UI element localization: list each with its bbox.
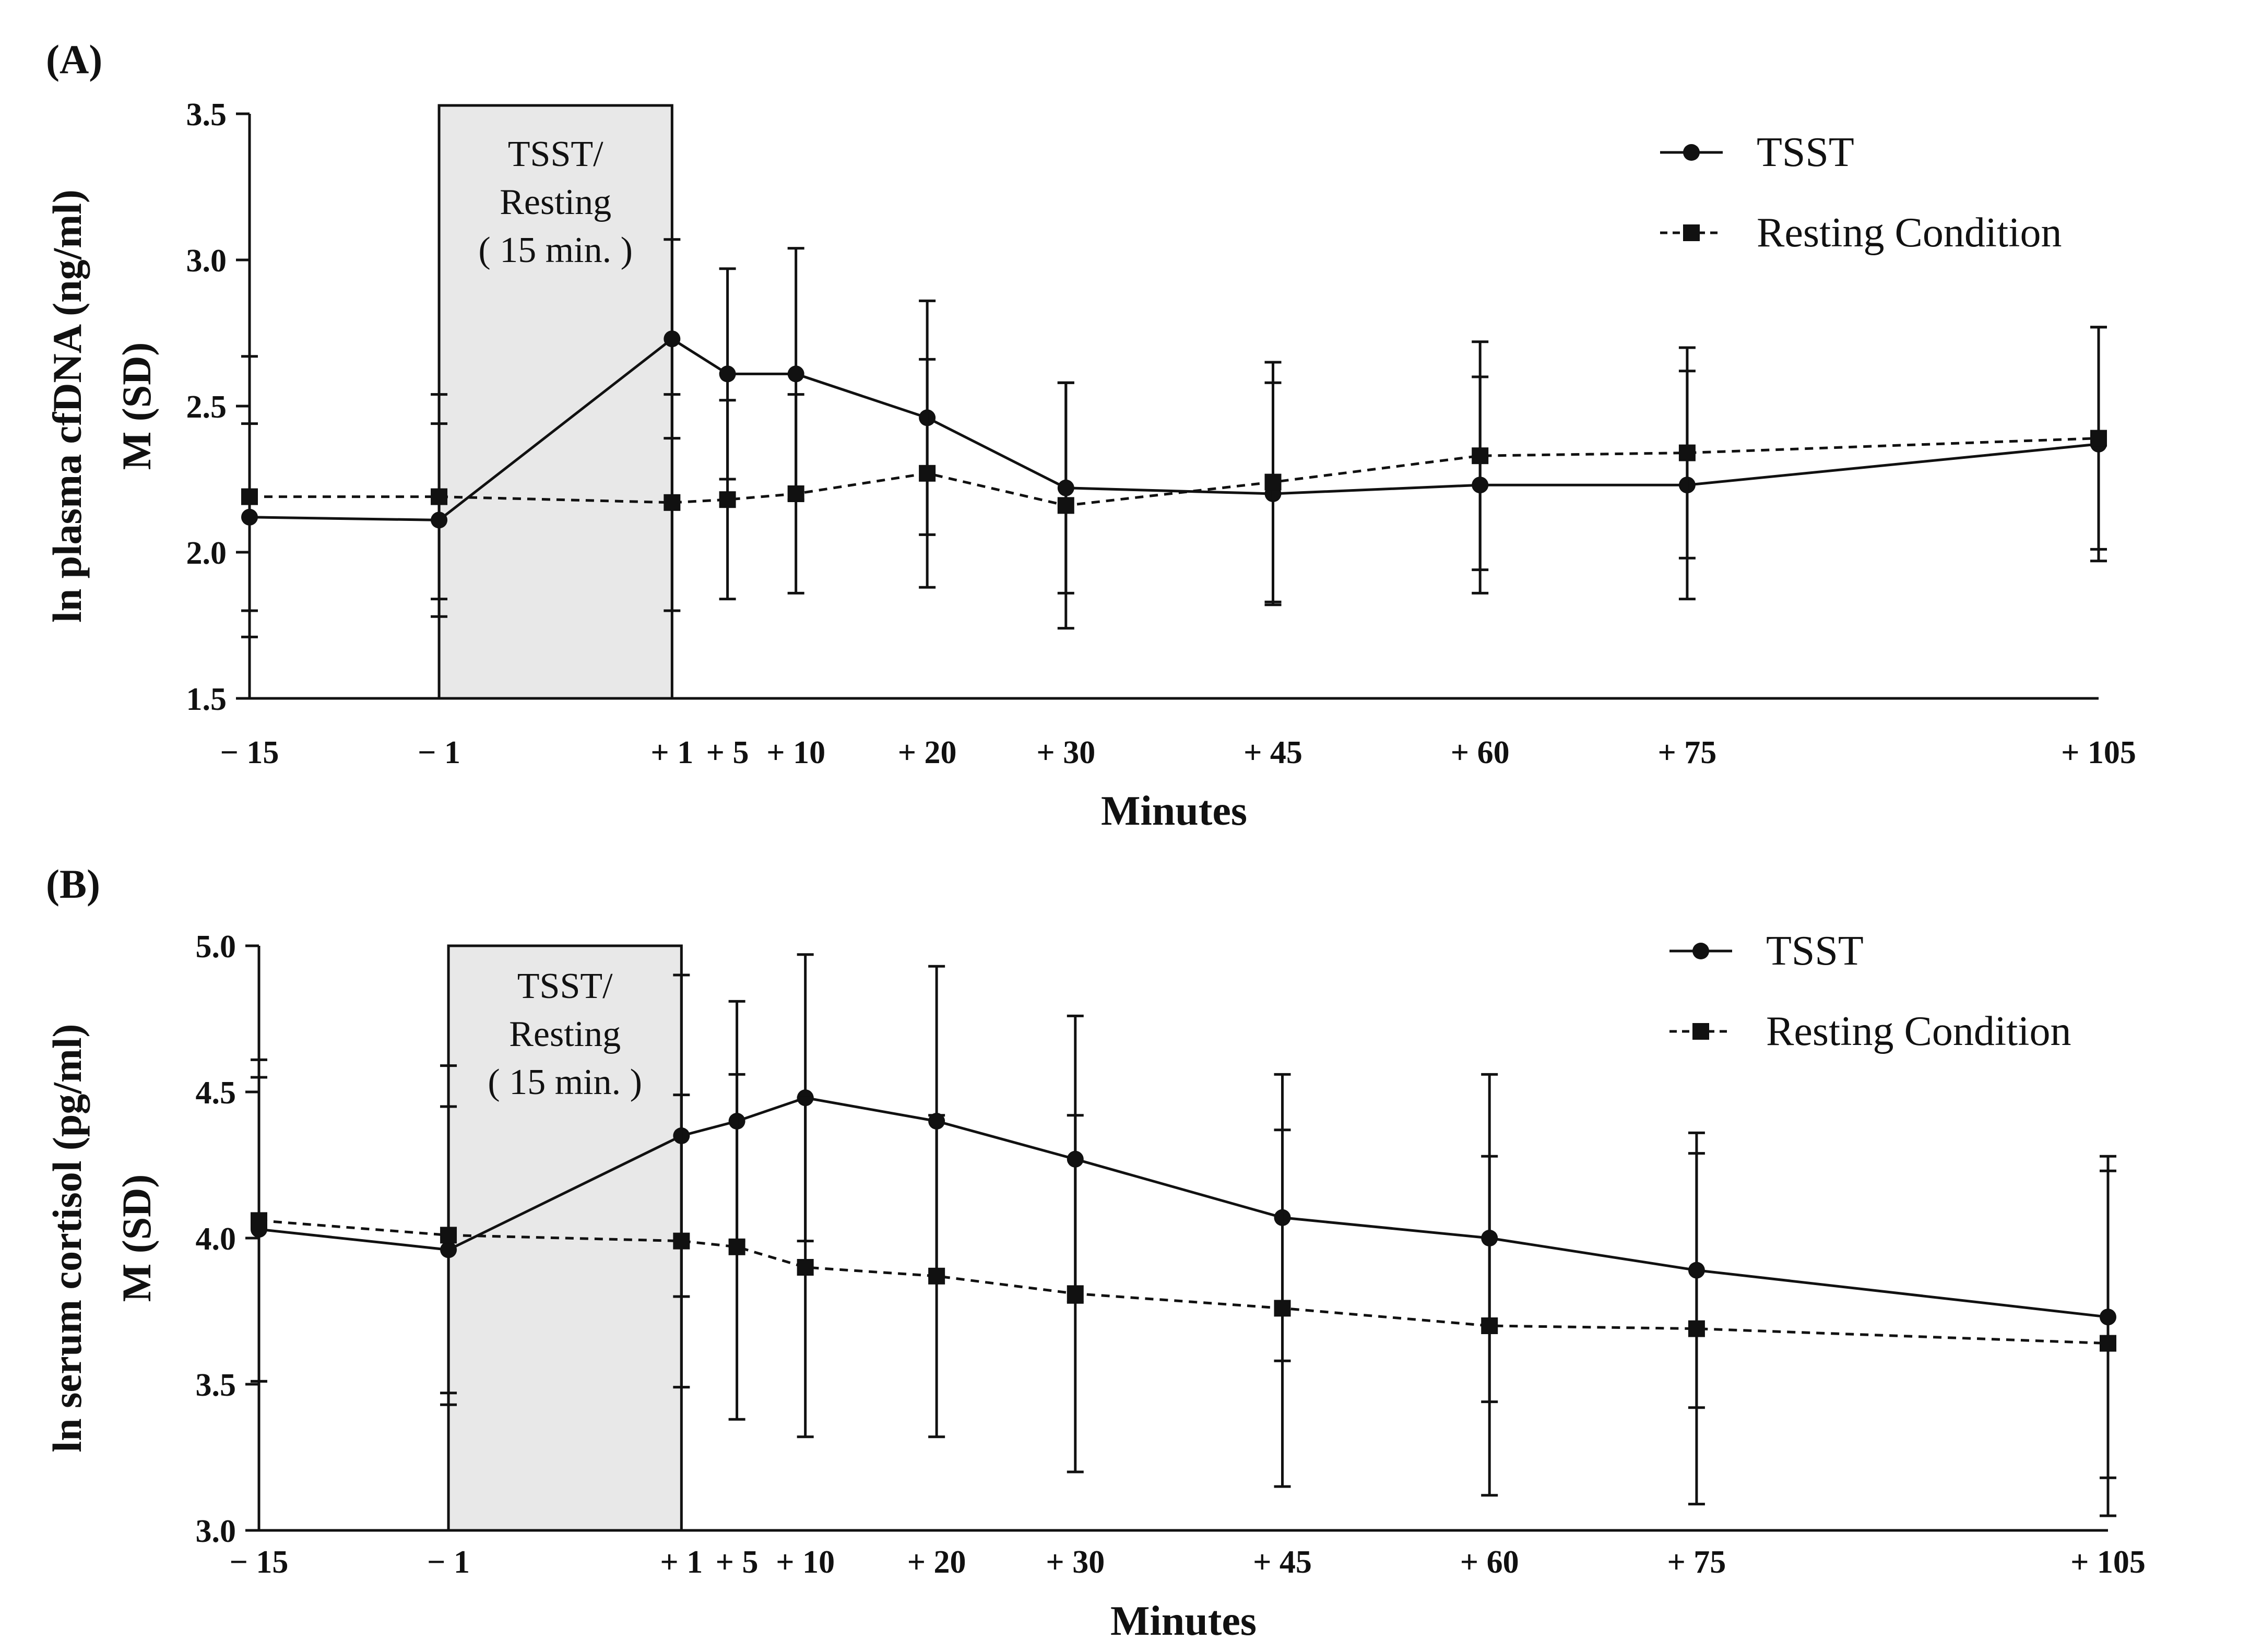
data-point-circle	[787, 365, 804, 383]
x-tick-label: + 30	[1036, 735, 1095, 770]
data-point-square	[251, 1212, 267, 1229]
legend: TSST Resting Condition	[1660, 129, 2062, 256]
data-point-square	[1274, 1300, 1291, 1317]
x-tick-label: + 20	[898, 735, 957, 770]
data-point-square	[919, 465, 936, 482]
legend-label: Resting Condition	[1766, 1008, 2071, 1054]
data-point-square	[664, 494, 681, 511]
data-point-square	[440, 1227, 457, 1244]
data-point-square	[1057, 497, 1074, 514]
x-tick-label: + 60	[1451, 735, 1510, 770]
panel-label: (A)	[46, 37, 102, 82]
data-point-square	[787, 485, 804, 502]
y-tick-label: 3.0	[186, 243, 227, 279]
series-resting	[251, 1058, 2116, 1517]
y-axis-label: ln plasma cfDNA (ng/ml)	[44, 189, 90, 623]
data-point-circle	[719, 365, 736, 383]
data-point-square	[431, 488, 448, 505]
chart-panel-a: (A) TSST/Resting ( 15 min. ) 1.5 2.0 2.5 3.0 3.…	[44, 37, 2136, 834]
data-point-square	[2100, 1335, 2116, 1352]
data-point-square	[241, 488, 258, 505]
legend-label: TSST	[1766, 928, 1864, 974]
series-resting	[241, 326, 2107, 638]
x-tick-label: + 10	[766, 735, 825, 770]
x-tick-label: + 105	[2061, 735, 2136, 770]
chart-panel-b: (B) TSST/Resting ( 15 min. ) 3.0 3.5 4.0 4.5 5.…	[44, 861, 2146, 1644]
box-label-line: TSST/	[517, 966, 613, 1006]
y-tick-label: 4.0	[196, 1221, 236, 1257]
y-tick-label: 3.5	[196, 1368, 236, 1403]
panel-label: (B)	[46, 861, 100, 907]
data-point-square	[1472, 447, 1489, 465]
tsst-period-box	[447, 944, 683, 1532]
x-tick-label: − 15	[230, 1544, 289, 1580]
box-label-line: Resting	[500, 182, 611, 222]
legend-marker-square	[1683, 224, 1700, 241]
legend-marker-circle	[1683, 144, 1700, 161]
data-point-square	[2090, 430, 2107, 447]
x-tick-label: + 20	[907, 1544, 966, 1580]
y-tick-label: 3.5	[186, 97, 227, 133]
x-tick-label: + 75	[1667, 1544, 1726, 1580]
x-tick-label: − 1	[418, 735, 460, 770]
data-point-circle	[664, 330, 681, 348]
legend-marker-square	[1692, 1023, 1709, 1040]
data-point-square	[673, 1232, 690, 1250]
x-tick-label: + 60	[1460, 1544, 1519, 1580]
y-tick-label: 5.0	[196, 929, 236, 965]
legend-label: TSST	[1757, 129, 1854, 175]
data-point-square	[1678, 444, 1696, 461]
x-tick-label: + 45	[1243, 735, 1302, 770]
y-tick-label: 3.0	[196, 1514, 236, 1549]
x-tick-label: − 15	[220, 735, 279, 770]
legend-label: Resting Condition	[1757, 210, 2062, 256]
tsst-period-box	[437, 104, 673, 700]
x-tick-label: − 1	[427, 1544, 470, 1580]
x-axis-label: Minutes	[1110, 1598, 1257, 1644]
data-point-square	[1067, 1285, 1084, 1302]
y-axis-label: ln serum cortisol (pg/ml)	[44, 1024, 90, 1452]
y-axis-label-2: M (SD)	[114, 1174, 159, 1302]
x-tick-label: + 30	[1046, 1544, 1105, 1580]
y-tick-label: 2.0	[186, 536, 227, 571]
x-tick-label: + 5	[706, 735, 749, 770]
data-point-square	[728, 1238, 745, 1255]
y-tick-label: 4.5	[196, 1075, 236, 1111]
legend-marker-circle	[1692, 943, 1709, 959]
x-tick-label: + 75	[1657, 735, 1716, 770]
x-tick-label: + 45	[1253, 1544, 1312, 1580]
x-tick-label: + 1	[660, 1544, 703, 1580]
x-tick-label: + 5	[716, 1544, 759, 1580]
x-tick-label: + 10	[776, 1544, 835, 1580]
data-point-square	[1264, 473, 1282, 491]
x-tick-label: + 1	[650, 735, 693, 770]
data-point-square	[928, 1267, 945, 1285]
y-axis-label-2: M (SD)	[114, 342, 159, 470]
box-label-line: Resting	[509, 1014, 621, 1054]
data-point-square	[719, 491, 736, 508]
data-point-square	[1481, 1317, 1498, 1334]
series-line	[258, 1219, 2109, 1345]
data-point-square	[797, 1259, 814, 1276]
y-tick-label: 1.5	[186, 682, 227, 717]
legend: TSST Resting Condition	[1669, 928, 2071, 1054]
x-axis-label: Minutes	[1101, 788, 1247, 834]
box-label-line: ( 15 min. )	[488, 1062, 642, 1102]
data-point-square	[1688, 1320, 1705, 1337]
box-label-line: TSST/	[508, 134, 603, 174]
x-tick-label: + 105	[2070, 1544, 2146, 1580]
box-label-line: ( 15 min. )	[478, 230, 633, 270]
y-tick-label: 2.5	[186, 389, 227, 425]
